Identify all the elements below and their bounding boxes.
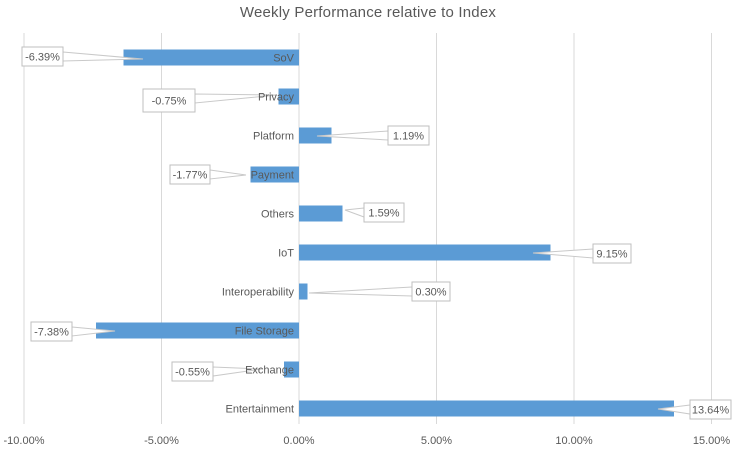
- category-label: File Storage: [235, 326, 294, 338]
- bar: [278, 88, 299, 105]
- category-label: Others: [261, 209, 295, 221]
- category-label: Entertainment: [226, 404, 294, 416]
- bar: [299, 205, 343, 222]
- x-tick-label: 15.00%: [693, 435, 731, 447]
- data-label: 1.19%: [393, 131, 424, 143]
- data-label-box: [592, 243, 632, 264]
- data-label-box: [171, 361, 214, 382]
- category-label: SoV: [273, 53, 294, 65]
- x-tick-label: 5.00%: [421, 435, 452, 447]
- data-label-box: [21, 46, 64, 67]
- leader-line: [344, 207, 365, 218]
- data-label: -1.77%: [173, 170, 208, 182]
- data-label: 0.30%: [415, 287, 446, 299]
- x-tick-label: -5.00%: [144, 435, 179, 447]
- data-label: 1.59%: [368, 208, 399, 220]
- category-label: Interoperability: [222, 287, 295, 299]
- bar: [96, 322, 299, 339]
- bar: [283, 361, 299, 378]
- category-label: IoT: [278, 248, 294, 260]
- chart-title: Weekly Performance relative to Index: [239, 4, 497, 21]
- data-label-box: [411, 281, 451, 302]
- bar: [299, 127, 332, 144]
- data-label-box: [689, 399, 732, 420]
- data-label-box: [363, 202, 405, 223]
- category-label: Platform: [253, 131, 294, 143]
- category-label: Payment: [251, 170, 294, 182]
- x-tick-label: 10.00%: [555, 435, 593, 447]
- leader-line: [209, 169, 247, 180]
- bar: [299, 283, 308, 300]
- data-label-box: [387, 125, 430, 146]
- bar: [123, 49, 300, 66]
- bar: [299, 244, 551, 261]
- data-label: -7.38%: [34, 327, 69, 339]
- leader-line: [308, 286, 413, 297]
- data-label: -6.39%: [25, 52, 60, 64]
- data-label-box: [30, 321, 73, 342]
- data-label-box: [142, 88, 196, 113]
- data-label: -0.75%: [152, 96, 187, 108]
- data-label: -0.55%: [175, 367, 210, 379]
- x-tick-label: 0.00%: [283, 435, 314, 447]
- data-label: 9.15%: [596, 249, 627, 261]
- x-tick-label: -10.00%: [4, 435, 45, 447]
- category-label: Privacy: [258, 92, 295, 104]
- data-label-box: [169, 164, 211, 185]
- bar: [299, 400, 675, 417]
- bar: [250, 166, 299, 183]
- category-label: Exchange: [245, 365, 294, 377]
- data-label: 13.64%: [692, 405, 730, 417]
